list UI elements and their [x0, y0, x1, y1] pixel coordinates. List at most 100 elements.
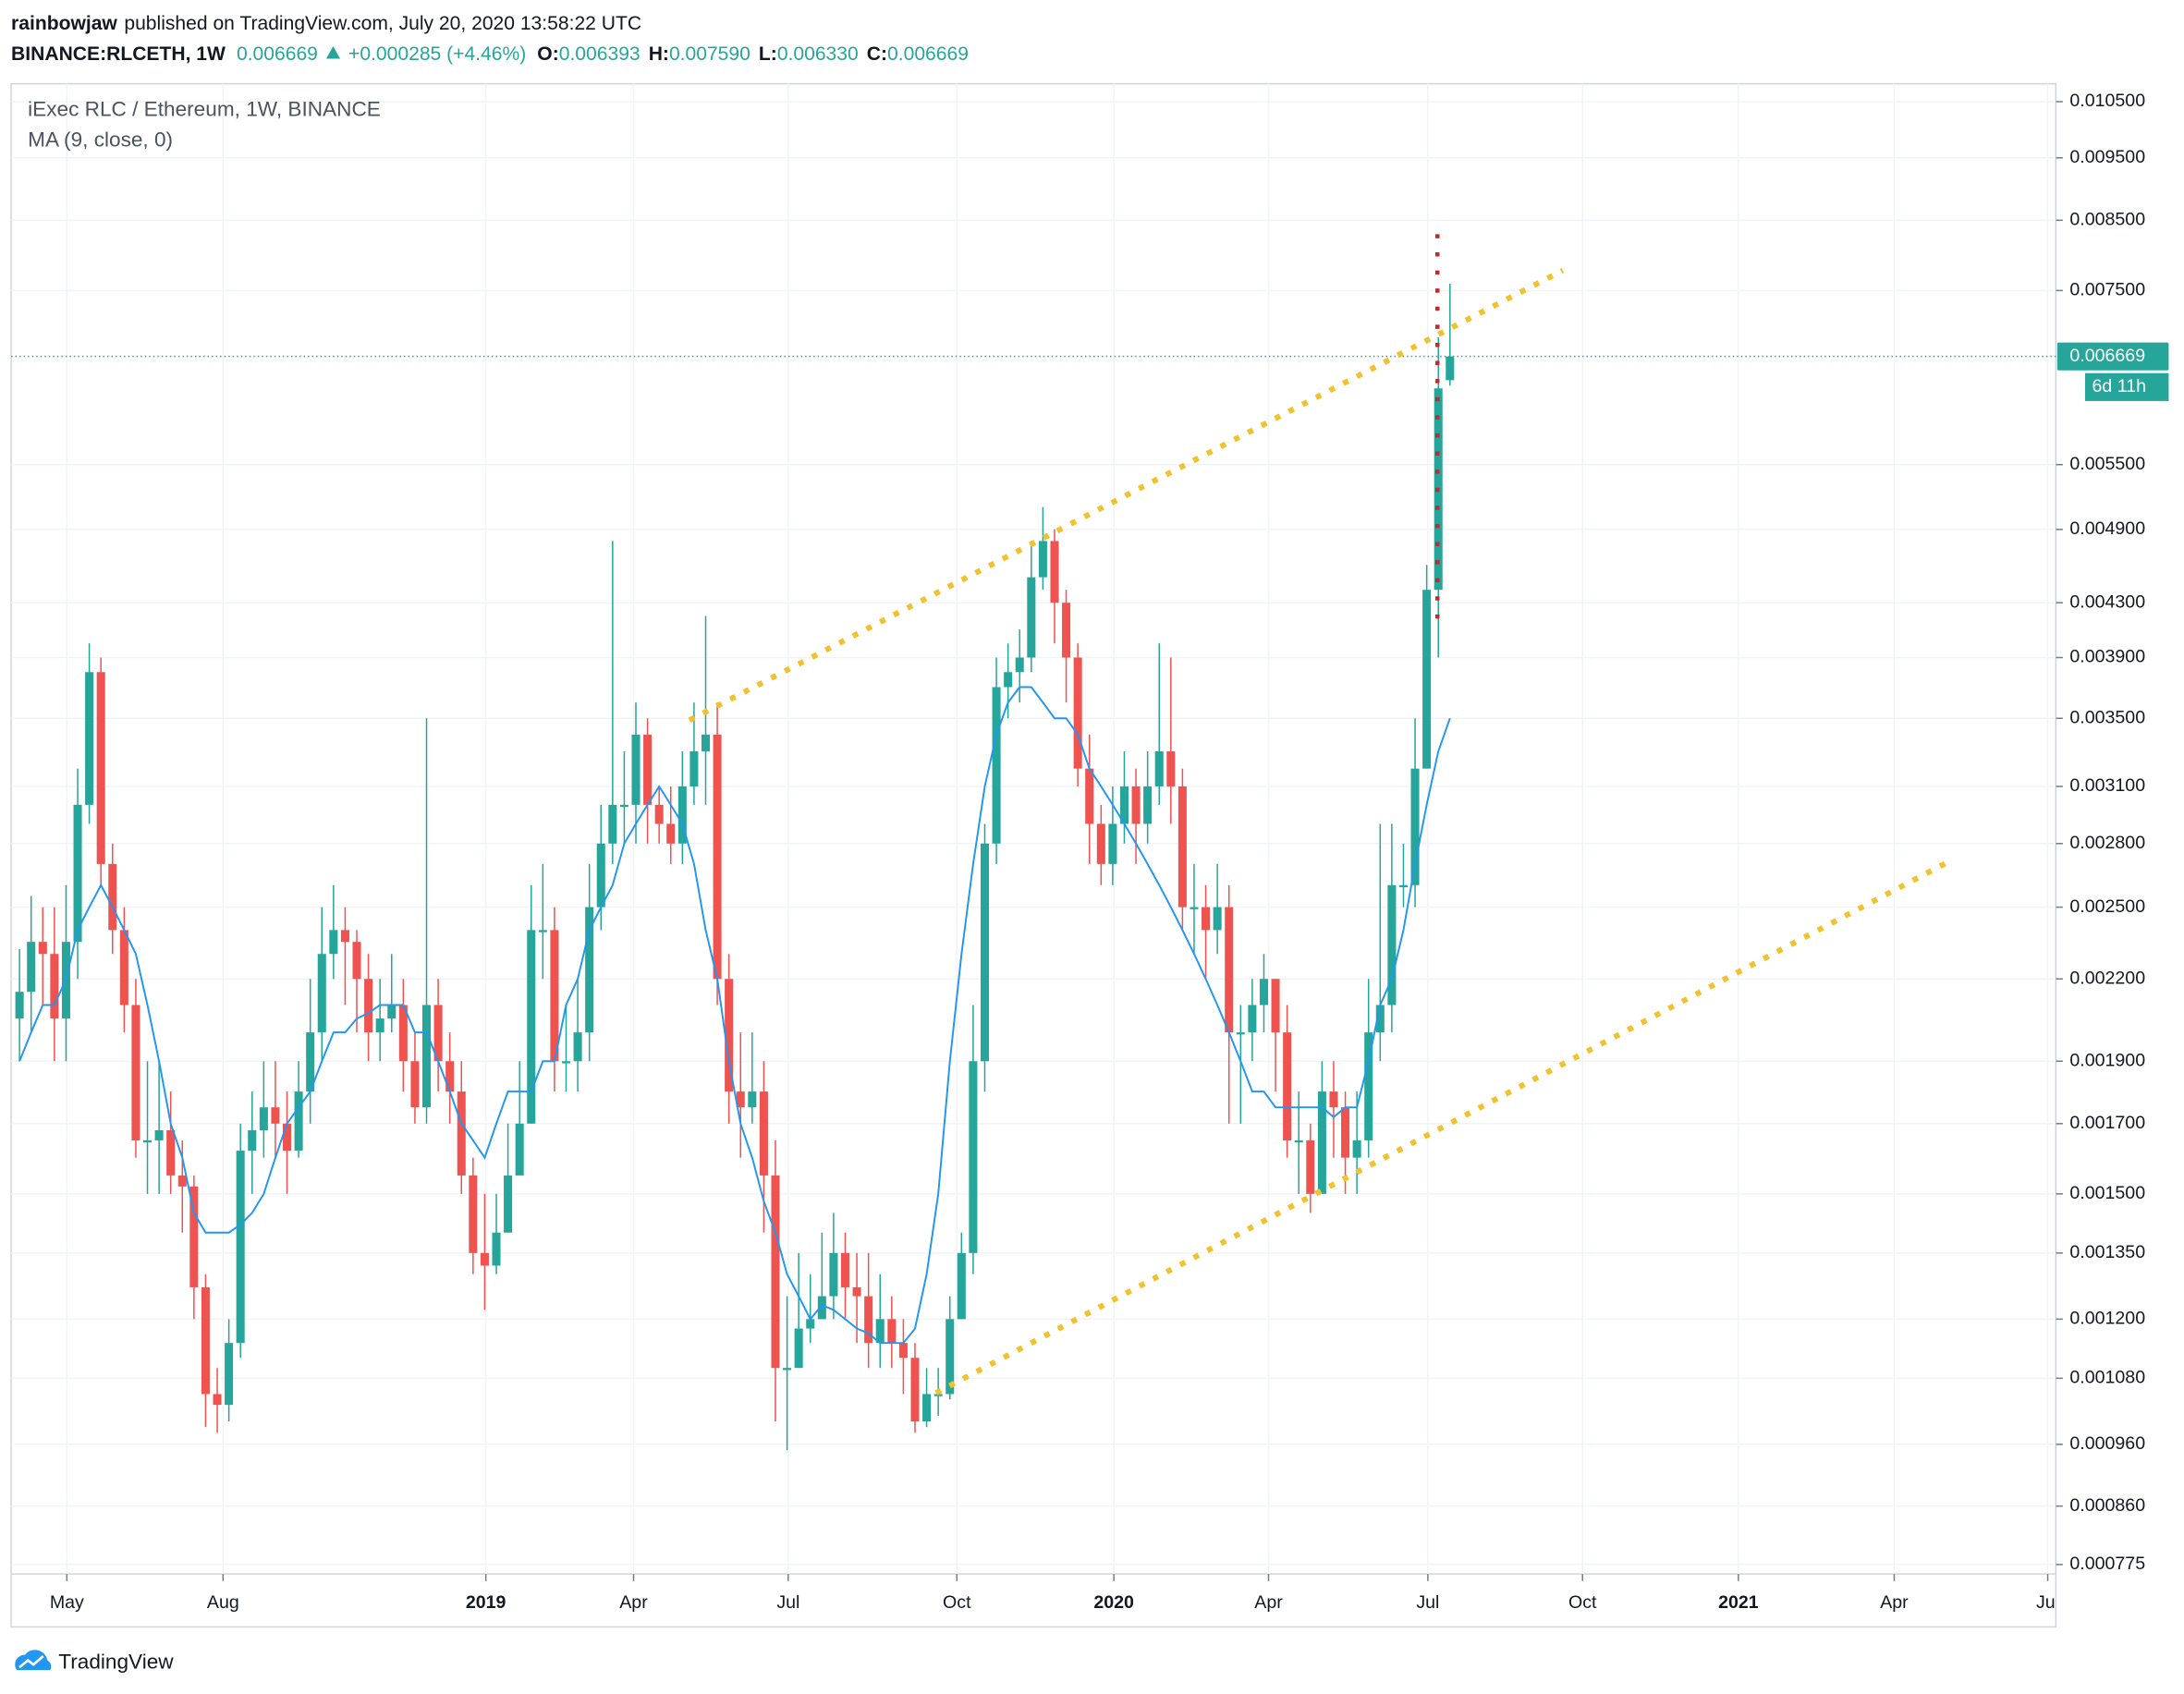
- candle-body: [1177, 786, 1187, 908]
- candle-body: [759, 1091, 768, 1176]
- y-tick-label: 0.000860: [2069, 1495, 2145, 1516]
- countdown-label: 6d 11h: [2092, 376, 2146, 396]
- candle-body: [1352, 1139, 1361, 1158]
- ma-line: [18, 686, 1451, 1345]
- y-tick-label: 0.002200: [2069, 968, 2145, 988]
- candle-body: [969, 1061, 978, 1253]
- candle-body: [201, 1286, 210, 1395]
- candle-body: [189, 1186, 199, 1287]
- candle-body: [177, 1175, 187, 1187]
- author: rainbowjaw: [11, 13, 117, 34]
- candle-body: [154, 1130, 164, 1140]
- candle-body: [922, 1394, 932, 1422]
- candle-body: [504, 1175, 513, 1233]
- y-tick-label: 0.004900: [2069, 518, 2145, 539]
- candle-body: [596, 843, 605, 908]
- candle-body: [887, 1319, 897, 1344]
- candle-body: [213, 1394, 222, 1406]
- candle-body: [771, 1175, 780, 1369]
- price-tags: 0.006669 6d 11h: [2056, 342, 2169, 401]
- logo: [15, 1650, 52, 1671]
- candle-body: [364, 979, 373, 1033]
- candle-body: [619, 804, 628, 808]
- candle-body: [143, 1139, 153, 1143]
- candle-body: [1294, 1139, 1303, 1143]
- y-tick-label: 0.005500: [2069, 454, 2145, 474]
- ohlc-label: L:: [759, 43, 777, 65]
- candle-body: [15, 992, 24, 1019]
- y-tick-label: 0.004300: [2069, 591, 2145, 612]
- candle-body: [340, 930, 349, 943]
- candle-body: [1410, 768, 1420, 885]
- candle-body: [271, 1107, 280, 1124]
- candle-body: [946, 1319, 955, 1395]
- x-tick-label: Apr: [619, 1592, 648, 1613]
- candle-body: [236, 1151, 245, 1344]
- candle-body: [1283, 1032, 1292, 1140]
- candle-body: [1259, 979, 1268, 1005]
- candle-body: [1317, 1091, 1326, 1194]
- candle-body: [689, 750, 699, 786]
- y-tick-label: 0.001900: [2069, 1050, 2145, 1070]
- candle-body: [27, 942, 36, 993]
- ohlc-label: O:: [537, 43, 558, 65]
- candle-body: [119, 930, 128, 1005]
- candle-body: [469, 1175, 478, 1253]
- candle-body: [538, 930, 547, 932]
- candle-body: [108, 863, 117, 931]
- candle-body: [375, 1018, 384, 1033]
- candle-body: [783, 1368, 792, 1371]
- brand: TradingView: [58, 1651, 174, 1674]
- countdown-tag: [2085, 372, 2169, 401]
- candle-body: [294, 1091, 303, 1152]
- candle-body: [1027, 577, 1036, 658]
- y-tick-label: 0.008500: [2069, 210, 2145, 230]
- candle-body: [1050, 541, 1059, 603]
- ohlc-value: 0.006393: [559, 43, 641, 65]
- ohlc-value: 0.006330: [777, 43, 859, 65]
- candle-body: [433, 1005, 443, 1062]
- y-tick-label: 0.010500: [2069, 91, 2145, 111]
- candle-body: [1131, 786, 1141, 824]
- indicator-label: MA (9, close, 0): [28, 128, 173, 151]
- candle-body: [840, 1252, 850, 1287]
- x-tick-label: Aug: [207, 1592, 239, 1613]
- candle-body: [910, 1358, 920, 1422]
- candle-body: [1062, 603, 1071, 658]
- candle-body: [806, 1319, 815, 1329]
- x-tick-label: Apr: [1880, 1592, 1909, 1613]
- x-tick-label: 2019: [466, 1592, 506, 1613]
- ohlc-value: 0.006669: [887, 43, 969, 65]
- candle-body: [1271, 979, 1280, 1033]
- candle-body: [957, 1252, 966, 1320]
- x-tick-label: Apr: [1254, 1592, 1283, 1613]
- candle-body: [282, 1123, 292, 1152]
- candle-body: [864, 1296, 873, 1344]
- x-tick-label: Oct: [1568, 1592, 1597, 1613]
- y-tick-label: 0.002800: [2069, 833, 2145, 853]
- y-tick-label: 0.000960: [2069, 1433, 2145, 1454]
- candle-body: [1119, 786, 1129, 824]
- candle-body: [96, 672, 105, 864]
- candle-body: [1329, 1091, 1338, 1108]
- x-tick-label: Jul: [2036, 1592, 2059, 1613]
- price: 0.006669: [237, 43, 318, 65]
- candle-body: [654, 804, 664, 824]
- x-tick-label: 2021: [1718, 1592, 1759, 1613]
- candle-body: [1306, 1139, 1315, 1194]
- candle-body: [817, 1296, 826, 1320]
- candle-body: [1096, 823, 1105, 864]
- drawings: [688, 234, 1955, 1395]
- candle-body: [1154, 750, 1164, 786]
- candle-body: [492, 1232, 501, 1266]
- candle-body: [73, 804, 82, 943]
- chart-title: iExec RLC / Ethereum, 1W, BINANCE: [28, 97, 381, 120]
- last-price-tag: [2056, 342, 2169, 371]
- time-axis: May Aug 2019 Apr Jul Oct 2020 Apr Jul Oct 2021 Apr J…: [50, 1574, 2059, 1613]
- candle-body: [306, 1032, 315, 1092]
- candle-body: [515, 1123, 524, 1176]
- candle-body: [166, 1130, 176, 1176]
- candle-body: [421, 1005, 432, 1108]
- candle-body: [480, 1252, 489, 1266]
- candle-body: [1422, 590, 1432, 769]
